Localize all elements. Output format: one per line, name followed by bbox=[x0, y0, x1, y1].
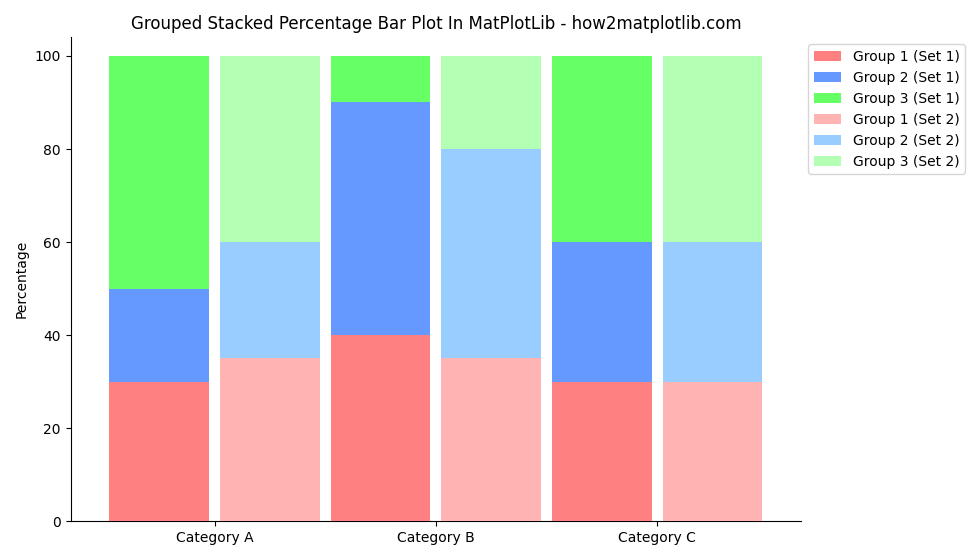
Bar bbox=[662, 242, 762, 382]
Bar bbox=[110, 288, 209, 382]
Bar bbox=[662, 56, 762, 242]
Bar bbox=[552, 242, 652, 382]
Bar bbox=[441, 56, 541, 149]
Bar bbox=[441, 149, 541, 358]
Bar bbox=[110, 56, 209, 288]
Legend: Group 1 (Set 1), Group 2 (Set 1), Group 3 (Set 1), Group 1 (Set 2), Group 2 (Set: Group 1 (Set 1), Group 2 (Set 1), Group … bbox=[808, 44, 965, 174]
Bar bbox=[552, 382, 652, 521]
Bar bbox=[220, 242, 319, 358]
Bar bbox=[552, 56, 652, 242]
Bar bbox=[331, 102, 430, 335]
Y-axis label: Percentage: Percentage bbox=[15, 240, 29, 319]
Bar bbox=[220, 358, 319, 521]
Bar bbox=[110, 382, 209, 521]
Bar bbox=[331, 335, 430, 521]
Bar bbox=[331, 56, 430, 102]
Title: Grouped Stacked Percentage Bar Plot In MatPlotLib - how2matplotlib.com: Grouped Stacked Percentage Bar Plot In M… bbox=[130, 15, 741, 33]
Bar bbox=[220, 56, 319, 242]
Bar bbox=[441, 358, 541, 521]
Bar bbox=[662, 382, 762, 521]
